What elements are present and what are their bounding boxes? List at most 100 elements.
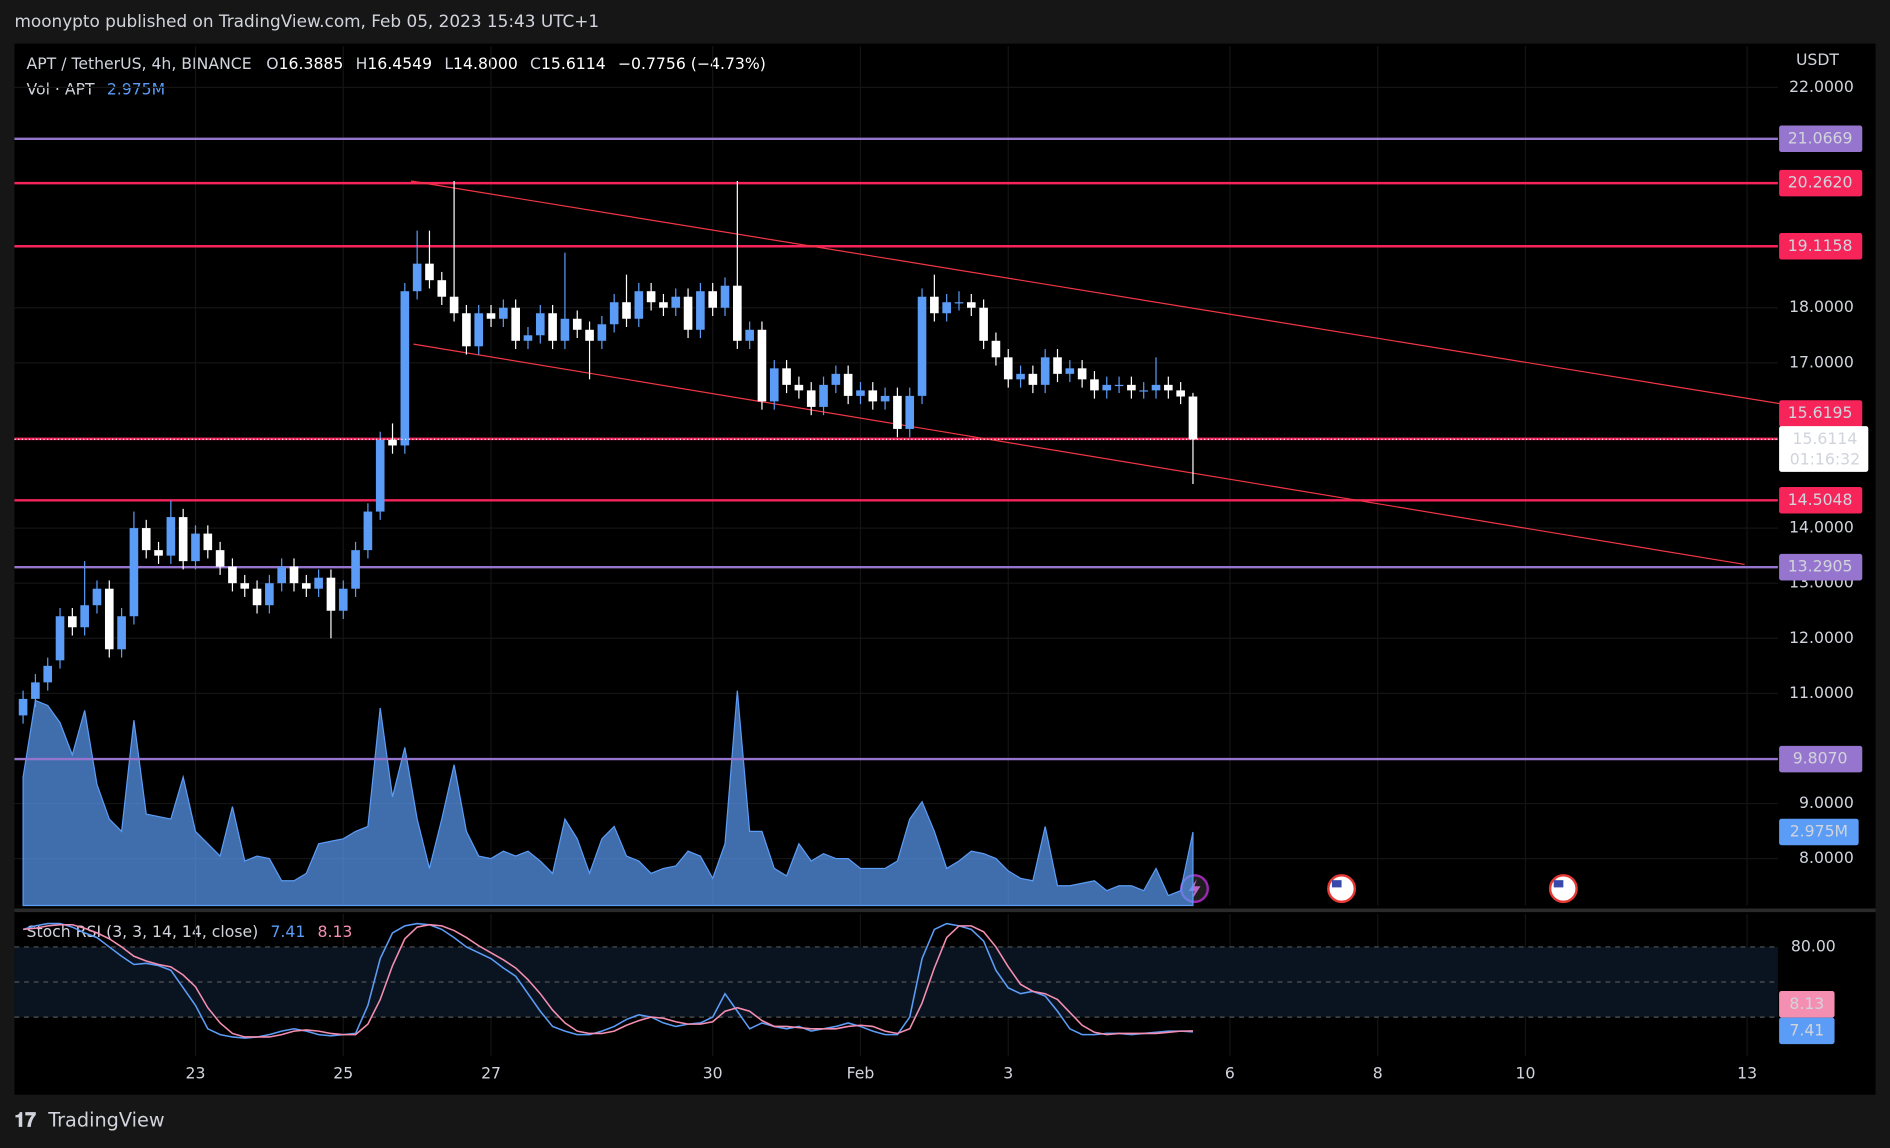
- x-tick-label: 10: [1515, 1064, 1535, 1083]
- x-tick-label: 23: [186, 1064, 206, 1083]
- stoch-line: [23, 923, 1193, 1038]
- volume-label: 2.975M: [1790, 822, 1848, 841]
- candle-body: [831, 373, 841, 385]
- event-icon[interactable]: [1327, 874, 1357, 904]
- candle-body: [215, 550, 225, 567]
- y-tick-label: 12.0000: [1789, 628, 1854, 647]
- candle-body: [954, 302, 964, 304]
- publisher: moonypto published on TradingView.com, F…: [14, 11, 599, 31]
- countdown: 01:16:32: [1790, 449, 1860, 468]
- candle-body: [511, 307, 520, 341]
- candle-body: [178, 517, 188, 562]
- level-label-box: [1779, 400, 1863, 427]
- brand[interactable]: TradingView: [47, 1109, 164, 1132]
- volume-label-box: [1779, 818, 1859, 846]
- symbol: APT / TetherUS, 4h, BINANCE: [27, 54, 252, 73]
- flag-canton: [1553, 880, 1564, 888]
- candle-body: [437, 280, 447, 297]
- trendline: [410, 180, 1783, 405]
- candle-body: [68, 616, 77, 628]
- stoch-label: 8.13: [1789, 994, 1824, 1013]
- candle-body: [597, 324, 607, 341]
- candle-body: [720, 285, 730, 308]
- c-value: 15.6114: [541, 54, 606, 73]
- candle-body: [117, 616, 126, 650]
- candle-body: [388, 439, 397, 446]
- candle-body: [1016, 373, 1025, 380]
- level-label: 15.6195: [1788, 403, 1853, 422]
- candle-body: [191, 533, 200, 562]
- candle-body: [277, 566, 286, 584]
- candle-body: [92, 588, 102, 606]
- volume-area: [22, 690, 1194, 907]
- candle-body: [1065, 368, 1075, 374]
- candle-body: [966, 302, 976, 308]
- candle-body: [745, 329, 754, 341]
- candle-body: [375, 439, 385, 512]
- h-value: 16.4549: [367, 54, 432, 73]
- y-tick-label: 17.0000: [1789, 352, 1854, 371]
- candle-body: [338, 588, 348, 611]
- candle-body: [104, 588, 114, 650]
- stoch-label-box: [1779, 991, 1835, 1018]
- candle-body: [991, 340, 1001, 358]
- candle-body: [43, 665, 53, 683]
- candle-body: [609, 302, 619, 325]
- level-label: 9.8070: [1793, 749, 1848, 768]
- candle-body: [757, 329, 767, 402]
- x-tick-label: Feb: [847, 1064, 875, 1083]
- candle-body: [769, 368, 779, 402]
- candle-body: [240, 583, 250, 589]
- candle-body: [141, 528, 151, 551]
- candle-body: [659, 302, 668, 308]
- candle-body: [905, 395, 915, 429]
- l-label: L: [444, 54, 453, 73]
- candle-body: [819, 384, 828, 407]
- x-tick-label: 25: [333, 1064, 353, 1083]
- candle-body: [733, 285, 742, 341]
- y-tick-label: 14.0000: [1789, 518, 1854, 537]
- c-label: C: [530, 54, 541, 73]
- candle-body: [1151, 384, 1161, 391]
- candle-body: [203, 533, 213, 551]
- currency: USDT: [1796, 50, 1839, 69]
- candle-body: [252, 588, 262, 606]
- stoch-line: [22, 922, 1194, 1039]
- y-tick-label: 8.0000: [1799, 848, 1854, 867]
- candle-body: [1077, 368, 1087, 380]
- d-last: 8.13: [318, 921, 353, 940]
- y-tick-label: 80.00: [1791, 936, 1836, 955]
- level-label: 14.5048: [1788, 490, 1853, 509]
- candle-body: [708, 291, 718, 308]
- level-label: 21.0669: [1788, 128, 1853, 147]
- level-label-box: [1779, 487, 1863, 514]
- candle-body: [930, 296, 939, 314]
- y-tick-label: 9.0000: [1799, 793, 1854, 812]
- flag-canton: [1331, 880, 1342, 888]
- candle-body: [1102, 384, 1112, 391]
- candle-body: [80, 605, 89, 628]
- candle-body: [55, 616, 65, 661]
- candle-body: [265, 583, 274, 606]
- x-tick-label: 3: [1003, 1064, 1013, 1083]
- candle-body: [363, 511, 373, 551]
- last-price-label: 15.6114: [1793, 429, 1858, 448]
- candle-body: [31, 682, 40, 699]
- volume-last: 2.975M: [107, 79, 165, 98]
- event-icon[interactable]: [1548, 874, 1578, 904]
- stoch-label-box: [1779, 1017, 1835, 1045]
- level-label-box: [1779, 125, 1863, 153]
- level-label-box: [1779, 553, 1863, 581]
- candle-body: [548, 313, 557, 341]
- candle-body: [18, 698, 28, 716]
- candle-body: [782, 368, 791, 385]
- candle-body: [449, 296, 459, 314]
- candle-body: [634, 291, 644, 319]
- candle-body: [1040, 357, 1050, 385]
- candle-body: [1090, 379, 1099, 391]
- candle-body: [1176, 390, 1185, 397]
- candle-body: [917, 296, 927, 396]
- o-value: 16.3885: [279, 54, 344, 73]
- candle-body: [856, 390, 865, 396]
- candle-body: [523, 335, 533, 341]
